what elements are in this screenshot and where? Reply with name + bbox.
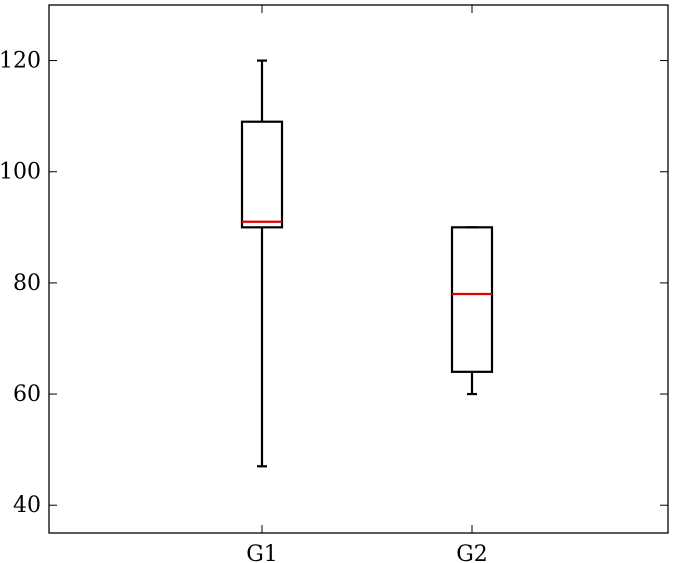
x-tick-label: G1 xyxy=(246,542,278,563)
y-tick-label: 100 xyxy=(0,160,41,185)
plot-frame xyxy=(48,4,669,534)
x-axis: G1 G2 xyxy=(246,5,488,563)
x-tick-label: G2 xyxy=(456,542,488,563)
box-g2 xyxy=(450,226,494,396)
iqr-box xyxy=(240,120,284,229)
iqr-box xyxy=(450,226,494,373)
y-tick-label: 60 xyxy=(13,382,41,407)
box-g1 xyxy=(240,59,284,468)
y-tick-label: 40 xyxy=(13,493,41,518)
y-tick-label: 80 xyxy=(13,271,41,296)
y-axis: 40 60 80 100 120 xyxy=(0,49,668,518)
y-tick-label: 120 xyxy=(0,49,41,74)
box-series xyxy=(240,59,494,468)
